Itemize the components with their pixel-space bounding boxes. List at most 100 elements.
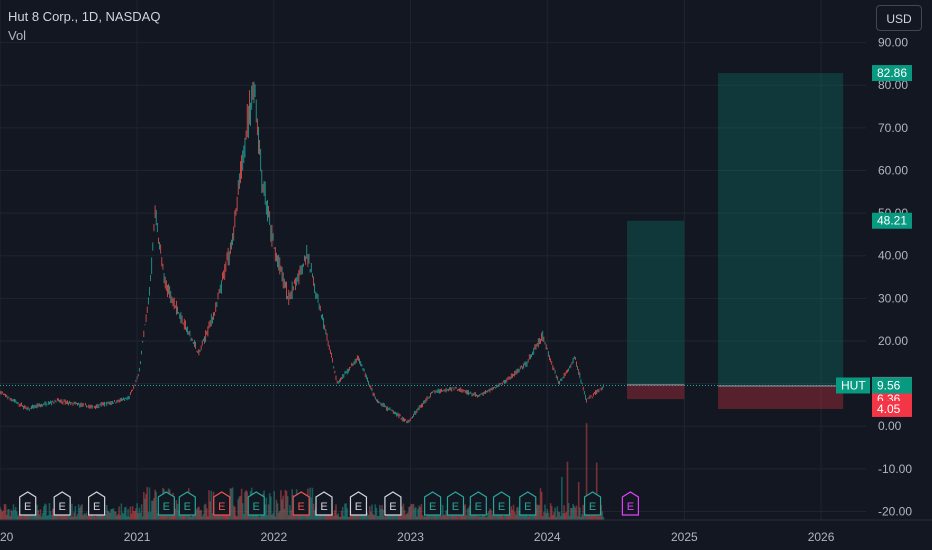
earnings-marker[interactable]: E [157, 491, 175, 516]
volume-bar [148, 487, 151, 520]
y-tick-label: 40.00 [878, 249, 908, 263]
volume-bar [280, 490, 282, 520]
volume-bar [572, 503, 574, 520]
volume-bar [241, 503, 244, 520]
volume-bar [92, 515, 95, 520]
volume-bar [591, 515, 593, 520]
volume-bar [368, 506, 371, 520]
volume-bar [585, 423, 588, 520]
volume-bar [353, 514, 355, 520]
volume-bar [258, 516, 261, 520]
volume-bar [38, 514, 41, 520]
earnings-marker[interactable]: E [469, 491, 487, 516]
earnings-marker[interactable]: E [247, 491, 265, 516]
y-tick-label: 30.00 [878, 291, 908, 305]
volume-bar [489, 508, 491, 520]
volume-bar [398, 512, 400, 520]
volume-bar [285, 491, 288, 520]
earnings-marker[interactable]: E [492, 491, 511, 516]
earnings-marker[interactable]: E [424, 491, 442, 516]
volume-bar [377, 515, 380, 520]
volume-bar [54, 512, 56, 520]
volume-bar [402, 503, 405, 520]
volume-bar [370, 511, 372, 520]
volume-bar [99, 512, 101, 520]
long-position-1-target-zone [627, 220, 685, 385]
volume-bar [144, 498, 146, 520]
volume-bar [565, 511, 568, 520]
volume-bar [227, 511, 229, 520]
volume-bar [132, 511, 135, 520]
earnings-marker[interactable]: E [384, 491, 402, 516]
earnings-marker[interactable]: E [621, 491, 639, 516]
volume-bar [55, 513, 57, 520]
volume-bar [328, 513, 331, 520]
earnings-marker[interactable]: E [583, 491, 602, 516]
volume-bar [266, 514, 269, 520]
earnings-marker[interactable]: E [315, 491, 333, 516]
volume-bar [537, 505, 540, 520]
y-axis[interactable]: 90.0080.0070.0060.0050.0040.0030.0020.00… [878, 36, 912, 519]
volume-bar [564, 513, 567, 520]
volume-bar [3, 504, 6, 520]
volume-bar [423, 512, 426, 520]
volume-bar [544, 504, 546, 520]
volume-bar [17, 515, 19, 520]
volume-bar [290, 510, 292, 520]
volume-indicator-label[interactable]: Vol [8, 28, 27, 43]
volume-bar [8, 509, 10, 520]
volume-bar [580, 516, 582, 520]
volume-bar [78, 507, 81, 520]
x-tick-label: 2022 [260, 530, 287, 544]
volume-bar [47, 515, 50, 520]
volume-bar [196, 507, 199, 520]
volume-bar [116, 515, 118, 520]
earnings-marker[interactable]: E [19, 491, 37, 516]
earnings-marker[interactable]: E [292, 491, 310, 516]
currency-button[interactable]: USD [876, 5, 922, 31]
symbol-label-bg [836, 377, 870, 394]
earnings-marker-shape [469, 491, 487, 516]
volume-bar [138, 507, 141, 520]
volume-bar [536, 504, 538, 520]
volume-bar [561, 476, 563, 520]
chart-title[interactable]: Hut 8 Corp., 1D, NASDAQ [8, 9, 161, 24]
volume-bar [365, 511, 368, 520]
earnings-marker[interactable]: E [349, 491, 368, 516]
volume-bar [338, 516, 341, 520]
earnings-marker[interactable]: E [178, 491, 196, 516]
volume-bar [538, 504, 541, 520]
earnings-marker-label: E [452, 501, 459, 513]
x-tick-label: 2023 [397, 530, 424, 544]
price-label-bg [872, 65, 912, 82]
position-boxes[interactable] [627, 73, 844, 409]
volume-bar [237, 499, 240, 520]
volume-bar [57, 512, 60, 520]
earnings-marker[interactable]: E [213, 491, 231, 516]
volume-bar [577, 481, 580, 520]
volume-bar [200, 509, 202, 520]
volume-bar [23, 511, 26, 520]
earnings-marker[interactable]: E [446, 491, 465, 516]
earnings-marker[interactable]: E [53, 491, 71, 516]
volume-bar [444, 514, 446, 520]
price-label: 48.21 [877, 214, 907, 228]
volume-bar [508, 511, 510, 520]
earnings-marker-shape [213, 491, 231, 516]
volume-bar [412, 503, 415, 520]
volume-bar [380, 508, 382, 520]
volume-bar [45, 504, 47, 520]
earnings-marker[interactable]: E [88, 491, 106, 516]
earnings-marker[interactable]: E [519, 491, 537, 516]
volume-bar [4, 504, 7, 520]
y-tick-label: 80.00 [878, 78, 908, 92]
volume-bar [16, 511, 18, 520]
volume-bar [175, 500, 178, 520]
earnings-marker-shape [247, 491, 265, 516]
volume-bar [195, 508, 198, 520]
volume-bar [602, 516, 605, 520]
volume-bar [459, 514, 462, 520]
